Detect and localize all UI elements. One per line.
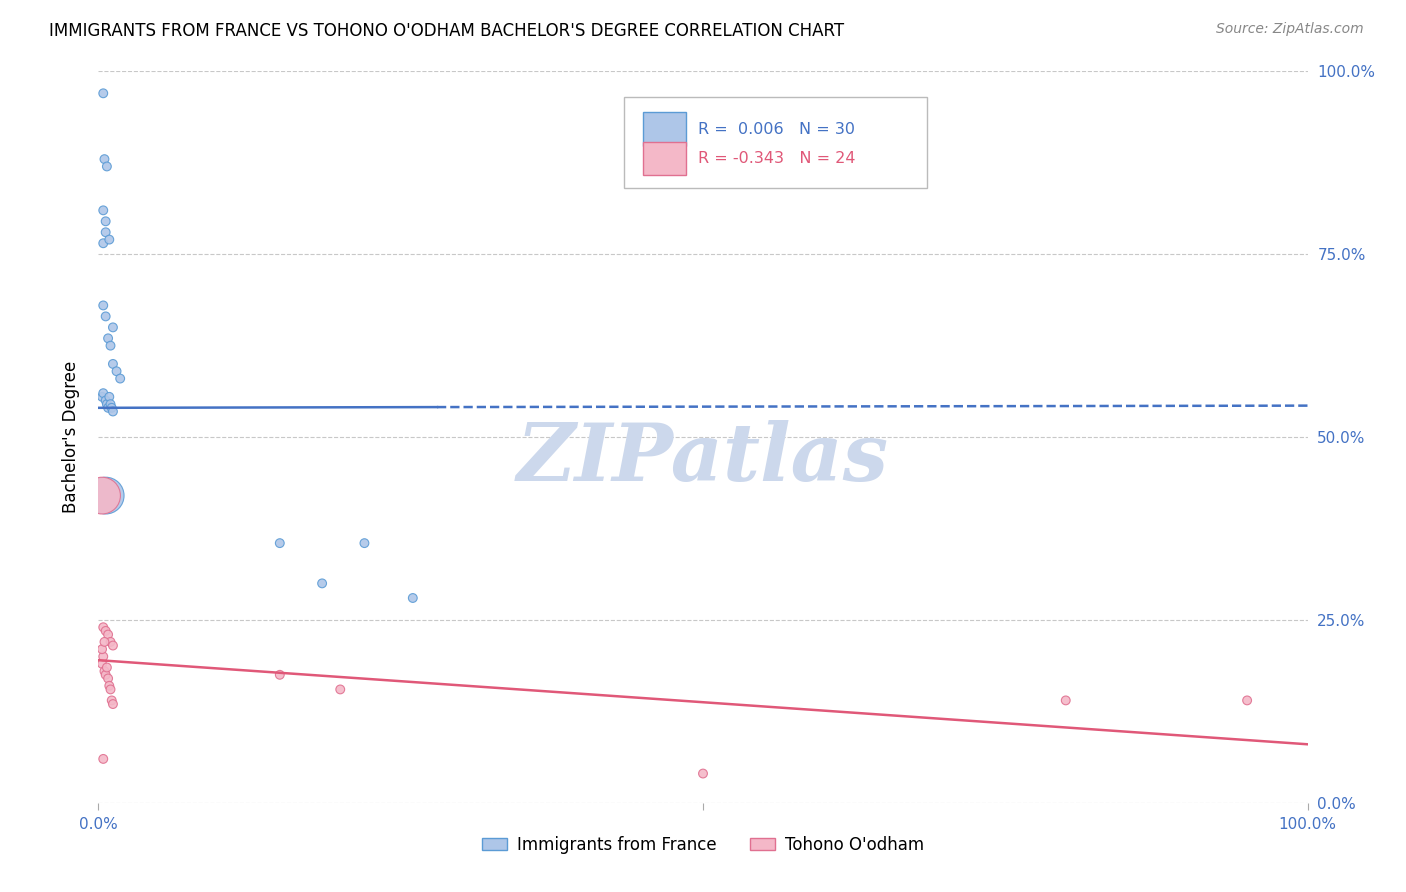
Point xyxy=(98,679,121,693)
Point xyxy=(329,682,352,697)
Point xyxy=(98,233,121,247)
Point xyxy=(97,401,120,415)
Text: R =  0.006   N = 30: R = 0.006 N = 30 xyxy=(699,121,855,136)
Point xyxy=(101,320,124,334)
Point xyxy=(108,371,131,385)
Point xyxy=(100,397,122,411)
Point xyxy=(91,657,114,671)
Point xyxy=(101,404,124,418)
Point xyxy=(311,576,333,591)
Point xyxy=(94,489,117,503)
Y-axis label: Bachelor's Degree: Bachelor's Degree xyxy=(62,361,80,513)
Point xyxy=(93,664,115,678)
FancyBboxPatch shape xyxy=(643,112,686,146)
Point xyxy=(1236,693,1258,707)
Point xyxy=(91,489,114,503)
FancyBboxPatch shape xyxy=(643,142,686,175)
Point xyxy=(94,214,117,228)
Text: ZIPatlas: ZIPatlas xyxy=(517,420,889,498)
Point xyxy=(91,87,114,101)
Point xyxy=(96,660,118,674)
Point xyxy=(94,393,117,408)
Point xyxy=(97,331,120,345)
Point xyxy=(91,298,114,312)
FancyBboxPatch shape xyxy=(624,97,927,188)
Text: Source: ZipAtlas.com: Source: ZipAtlas.com xyxy=(1216,22,1364,37)
Point xyxy=(269,667,291,681)
Point xyxy=(97,672,120,686)
Point xyxy=(269,536,291,550)
Point xyxy=(91,386,114,401)
Point xyxy=(101,639,124,653)
Point xyxy=(353,536,375,550)
Point xyxy=(97,627,120,641)
Point xyxy=(100,693,122,707)
Point xyxy=(91,642,114,657)
Point xyxy=(96,397,118,411)
Point xyxy=(100,635,122,649)
Text: R = -0.343   N = 24: R = -0.343 N = 24 xyxy=(699,151,856,166)
Point xyxy=(1054,693,1077,707)
Point xyxy=(91,236,114,251)
Point xyxy=(100,401,122,415)
Point xyxy=(692,766,714,780)
Point xyxy=(101,697,124,711)
Legend: Immigrants from France, Tohono O'odham: Immigrants from France, Tohono O'odham xyxy=(475,829,931,860)
Point xyxy=(93,635,115,649)
Point xyxy=(101,357,124,371)
Point xyxy=(402,591,425,605)
Point xyxy=(91,649,114,664)
Point xyxy=(94,667,117,681)
Text: IMMIGRANTS FROM FRANCE VS TOHONO O'ODHAM BACHELOR'S DEGREE CORRELATION CHART: IMMIGRANTS FROM FRANCE VS TOHONO O'ODHAM… xyxy=(49,22,845,40)
Point xyxy=(94,624,117,638)
Point xyxy=(94,310,117,324)
Point xyxy=(105,364,128,378)
Point xyxy=(93,152,115,166)
Point xyxy=(96,160,118,174)
Point xyxy=(94,225,117,239)
Point xyxy=(91,390,114,404)
Point xyxy=(91,203,114,218)
Point xyxy=(100,338,122,352)
Point xyxy=(91,752,114,766)
Point xyxy=(100,682,122,697)
Point xyxy=(91,620,114,634)
Point xyxy=(98,390,121,404)
